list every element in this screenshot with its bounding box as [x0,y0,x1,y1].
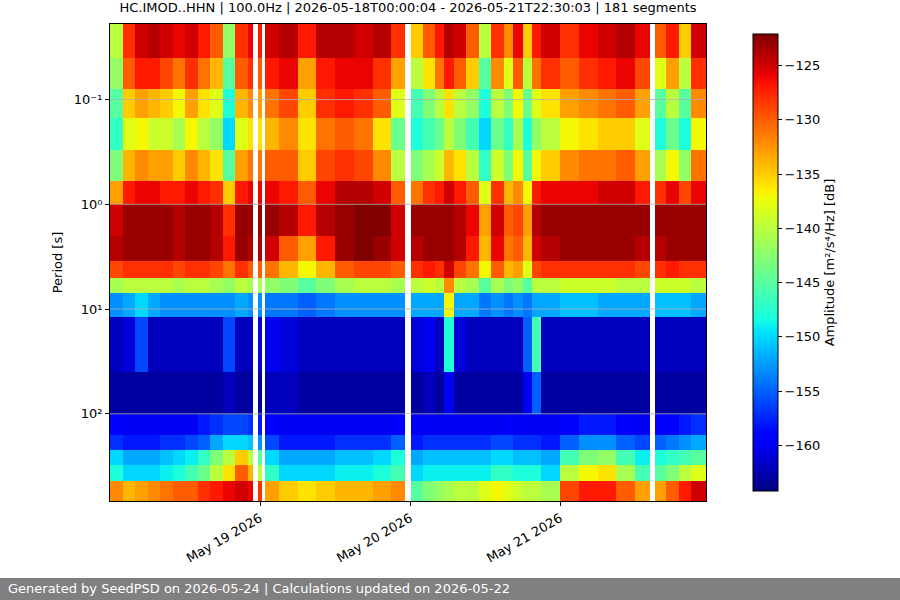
svg-text:HC.IMOD..HHN | 100.0Hz | 2026-: HC.IMOD..HHN | 100.0Hz | 2026-05-18T00:0… [119,0,696,15]
svg-text:−140: −140 [785,221,821,236]
svg-text:−145: −145 [785,275,821,290]
svg-text:−160: −160 [785,438,821,453]
svg-text:−150: −150 [785,329,821,344]
svg-text:May 21 2026: May 21 2026 [484,510,565,565]
svg-text:10⁰: 10⁰ [81,197,103,212]
svg-text:−125: −125 [785,58,821,73]
svg-text:Period [s]: Period [s] [50,232,65,294]
svg-text:10¹: 10¹ [81,302,103,317]
svg-text:10⁻¹: 10⁻¹ [74,92,103,107]
svg-text:−130: −130 [785,112,821,127]
svg-text:−155: −155 [785,384,821,399]
svg-text:May 19 2026: May 19 2026 [184,510,265,565]
html-text:Generated by SeedPSD on 2026-0: Generated by SeedPSD on 2026-05-24 | Cal… [8,581,510,596]
svg-text:10²: 10² [81,406,103,421]
svg-text:May 20 2026: May 20 2026 [334,510,415,565]
svg-text:Amplitude [m²/s⁴/Hz] [dB]: Amplitude [m²/s⁴/Hz] [dB] [822,179,837,347]
svg-text:−135: −135 [785,167,821,182]
